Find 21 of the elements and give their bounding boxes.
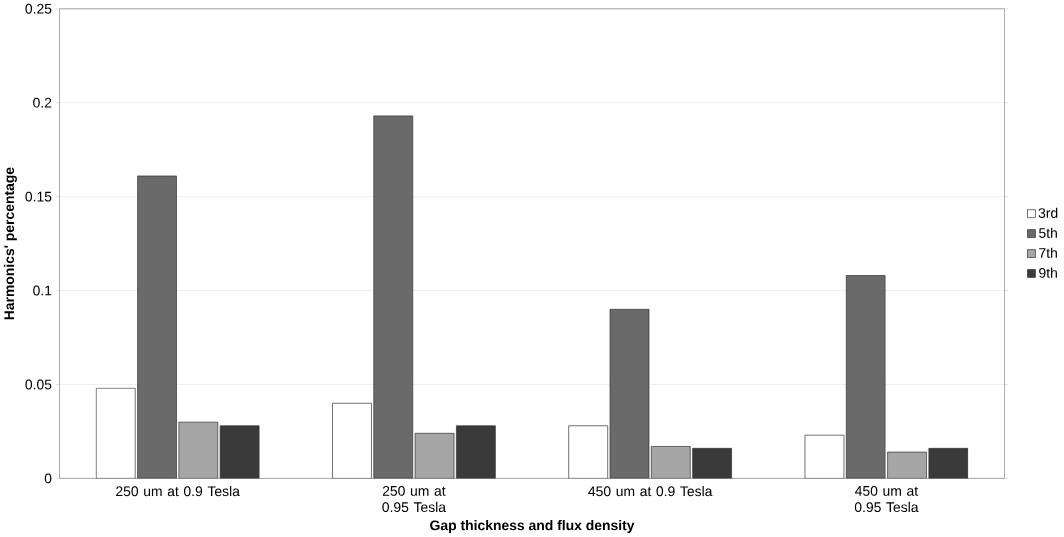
- legend-label: 3rd: [1038, 207, 1058, 219]
- y-axis-title: Harmonics' percentage: [3, 167, 17, 320]
- y-tick-label: 0.15: [25, 191, 52, 202]
- x-tick-label: 450 um at 0.95 Tesla: [854, 486, 919, 513]
- bar: [373, 115, 414, 479]
- bar: [609, 309, 650, 479]
- bar: [804, 434, 845, 479]
- y-tick-label: 0.25: [25, 3, 52, 14]
- y-tick-label: 0.05: [25, 379, 52, 390]
- bar: [137, 175, 177, 479]
- y-tick-label: 0: [44, 473, 52, 484]
- legend-label: 5th: [1039, 227, 1057, 238]
- y-tick-label: 0.2: [33, 97, 52, 108]
- legend-label: 7th: [1039, 247, 1057, 258]
- x-axis-title: Gap thickness and flux density: [430, 520, 635, 534]
- legend-label: 9th: [1039, 267, 1057, 278]
- x-tick-label: 250 um at 0.9 Tesla: [116, 486, 240, 497]
- bar: [845, 275, 886, 479]
- x-tick-label: 450 um at 0.9 Tesla: [588, 486, 713, 497]
- x-tick-label: 250 um at 0.95 Tesla: [382, 486, 446, 513]
- y-tick-label: 0.1: [33, 285, 52, 296]
